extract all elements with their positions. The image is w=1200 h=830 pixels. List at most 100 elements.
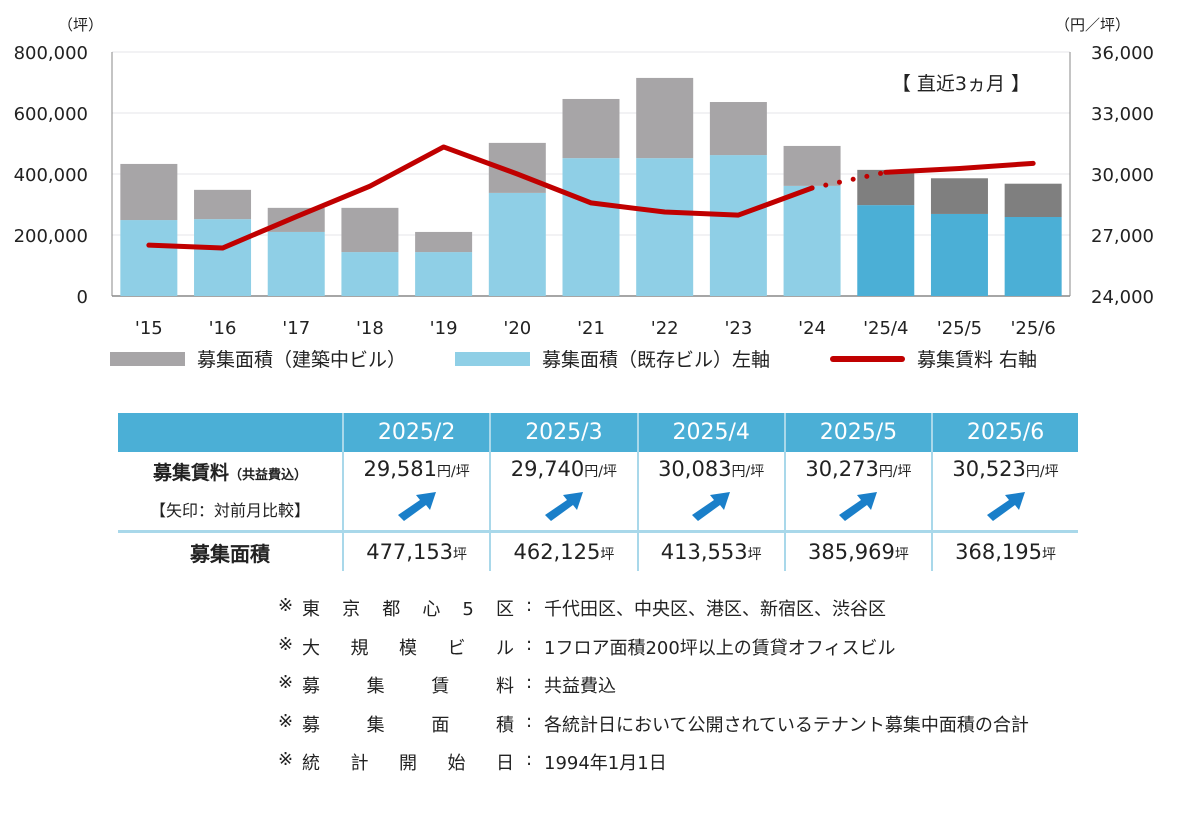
note-item: ※ 募集面積: 各統計日において公開されているテナント募集中面積の合計 xyxy=(278,711,1029,750)
note-colon: : xyxy=(525,710,533,732)
bar-construction xyxy=(120,163,178,221)
bar-existing xyxy=(120,220,178,296)
x-tick-label: '23 xyxy=(724,318,752,339)
right-tick-label: 24,000 xyxy=(1091,287,1154,308)
right-tick-label: 30,000 xyxy=(1091,165,1154,186)
notes: ※ 東京都心5区: 千代田区、中央区、港区、新宿区、渋谷区 ※ 大規模ビル:1フロア面積… xyxy=(278,595,1029,788)
note-key: 募集面積 xyxy=(302,714,514,736)
bar-existing xyxy=(267,231,325,296)
note-value: 共益費込 xyxy=(544,676,616,697)
left-tick-label: 200,000 xyxy=(14,226,88,247)
rent-label-cell: 募集賃料（共益費込） 【矢印：対前月比較】 xyxy=(118,452,343,533)
note-item: ※ 募集賃料: 共益費込 xyxy=(278,672,1029,711)
bar-existing xyxy=(488,192,546,296)
right-tick-label: 33,000 xyxy=(1091,104,1154,125)
header-month: 2025/5 xyxy=(783,413,933,452)
legend-label: 募集面積（既存ビル）左軸 xyxy=(542,349,771,371)
area-value: 413,553 xyxy=(660,540,748,564)
bar-construction xyxy=(930,178,988,214)
area-unit: 坪 xyxy=(894,547,909,563)
x-tick-label: '22 xyxy=(651,318,679,339)
rent-cell: 30,273円/坪 xyxy=(783,452,933,533)
note-colon: : xyxy=(525,672,533,693)
rent-label-main: 募集賃料 xyxy=(152,462,229,484)
rent-number: 29,740 xyxy=(510,457,585,481)
area-unit: 坪 xyxy=(600,547,615,563)
right-tick-label: 36,000 xyxy=(1091,43,1154,64)
rent-cell: 30,523円/坪 xyxy=(931,452,1078,533)
note-value: 千代田区、中央区、港区、新宿区、渋谷区 xyxy=(544,599,886,620)
x-tick-label: '18 xyxy=(356,318,384,339)
note-mark: ※ xyxy=(278,710,294,732)
bar-existing xyxy=(341,252,399,296)
legend-item-existing: 募集面積（既存ビル）左軸 xyxy=(455,345,770,372)
rent-value: 29,581円/坪 xyxy=(344,457,489,481)
rent-number: 30,523 xyxy=(952,457,1026,481)
rent-line-recent xyxy=(883,160,1036,175)
area-cell: 462,125坪 xyxy=(489,531,638,571)
note-mark: ※ xyxy=(278,595,294,616)
rent-unit: 円/坪 xyxy=(878,464,912,480)
area-cell: 477,153坪 xyxy=(341,531,491,571)
bar-existing xyxy=(636,158,694,296)
area-value: 462,125 xyxy=(513,540,601,564)
up-right-arrow-icon xyxy=(986,492,1025,521)
rent-value: 29,740円/坪 xyxy=(491,457,636,481)
header-month: 2025/4 xyxy=(636,413,785,452)
rent-unit: 円/坪 xyxy=(731,464,765,480)
note-colon: : xyxy=(525,633,533,655)
bar-existing xyxy=(783,185,841,296)
legend-swatch-blue xyxy=(455,351,530,366)
x-tick-label: '16 xyxy=(209,318,237,339)
rent-unit: 円/坪 xyxy=(1025,464,1059,480)
note-item: ※ 統計開始日:1994年1月1日 xyxy=(278,749,1029,788)
x-tick-label: '25/4 xyxy=(863,318,908,339)
left-tick-label: 400,000 xyxy=(14,165,88,186)
legend-swatch-gray xyxy=(110,351,185,366)
up-right-arrow-icon xyxy=(544,492,583,521)
area-unit: 坪 xyxy=(1041,547,1056,563)
right-axis-unit: （円／坪） xyxy=(1055,16,1130,34)
x-tick-label: '20 xyxy=(503,318,531,339)
rent-cell: 29,740円/坪 xyxy=(489,452,638,533)
area-label: 募集面積 xyxy=(190,541,270,566)
area-row: 募集面積 477,153坪 462,125坪 413,553坪 385,969坪 368… xyxy=(118,531,1078,571)
rent-cell: 30,083円/坪 xyxy=(636,452,785,533)
rent-number: 30,273 xyxy=(805,457,879,481)
recent-3-months-annotation: 【 直近3ヵ月 】 xyxy=(892,73,1030,95)
x-tick-label: '24 xyxy=(798,318,826,339)
note-colon: : xyxy=(525,595,533,616)
bar-construction xyxy=(341,207,399,253)
rent-number: 30,083 xyxy=(658,457,732,481)
note-key: 東京都心5区 xyxy=(302,599,514,620)
bar-existing xyxy=(709,155,767,296)
area-value: 368,195 xyxy=(955,540,1042,564)
rent-unit: 円/坪 xyxy=(437,464,470,480)
note-key: 統計開始日 xyxy=(302,753,514,774)
summary-table: 2025/2 2025/3 2025/4 2025/5 2025/6 募集賃料（… xyxy=(118,413,1078,571)
note-mark: ※ xyxy=(278,749,294,770)
bar-construction xyxy=(1004,183,1062,218)
area-unit: 坪 xyxy=(747,547,762,563)
bar-existing xyxy=(930,213,988,296)
table-header-row: 2025/2 2025/3 2025/4 2025/5 2025/6 xyxy=(118,413,1078,452)
up-right-arrow-icon xyxy=(839,492,878,521)
combo-chart: 0 24,000 200,000 27,000 400,000 30,000 600,000… xyxy=(14,16,1154,339)
x-tick-label: '21 xyxy=(577,318,605,339)
rent-value: 30,273円/坪 xyxy=(786,457,931,481)
bar-construction xyxy=(267,207,325,232)
x-tick-label: '17 xyxy=(282,318,310,339)
bar-existing xyxy=(857,205,915,296)
note-value: 1フロア面積200坪以上の賃貸オフィスビル xyxy=(544,637,896,659)
legend-item-rent: 募集賃料 右軸 xyxy=(830,345,1037,372)
note-value: 1994年1月1日 xyxy=(544,753,667,774)
legend-label: 募集賃料 右軸 xyxy=(917,349,1038,371)
rent-value: 30,523円/坪 xyxy=(933,457,1078,481)
up-right-arrow-icon xyxy=(397,492,436,521)
header-month: 2025/3 xyxy=(489,413,638,452)
rent-row: 募集賃料（共益費込） 【矢印：対前月比較】 29,581円/坪 29,740円/… xyxy=(118,452,1078,533)
area-value: 385,969 xyxy=(808,540,895,564)
note-key: 大規模ビル xyxy=(302,637,514,659)
x-tick-label: '25/6 xyxy=(1010,318,1055,339)
